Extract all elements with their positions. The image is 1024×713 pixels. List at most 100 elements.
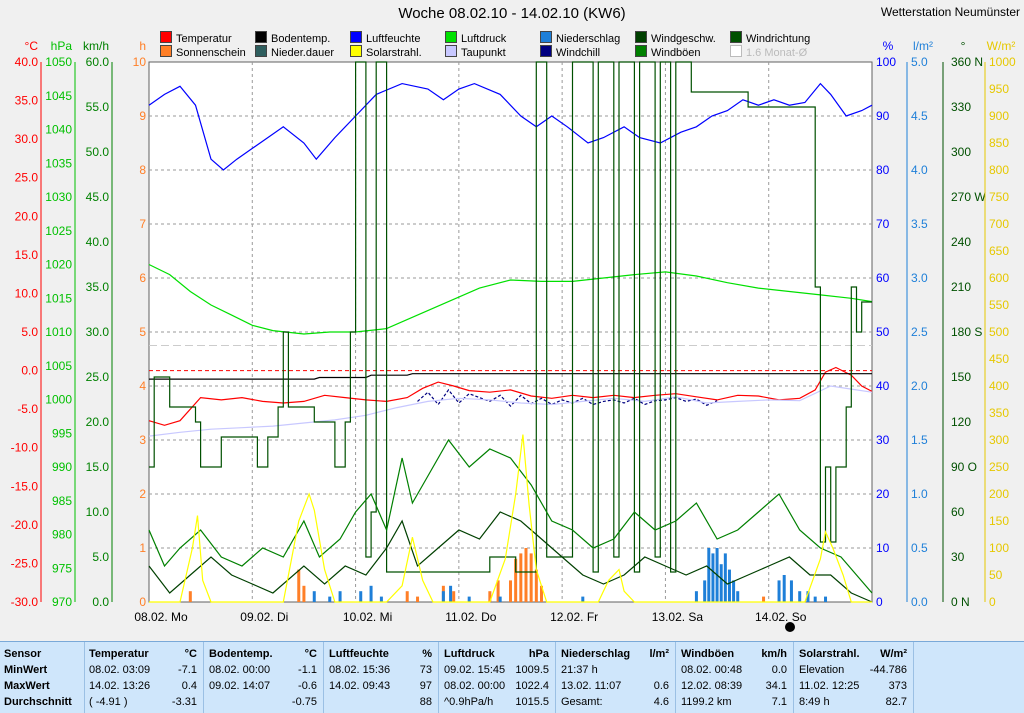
stats-value: 82.7 — [885, 696, 907, 708]
x-tick-label: 09.02. Di — [240, 610, 288, 624]
stats-row: Luftfeuchte% — [329, 648, 432, 664]
bar-niederschlag — [498, 596, 502, 602]
stats-value: -0.75 — [291, 696, 317, 708]
bar-niederschlag — [694, 591, 698, 602]
stats-value: °C — [304, 648, 317, 660]
stats-cell: 21:37 h — [561, 664, 598, 676]
tick-label-wind: 5.0 — [92, 550, 109, 564]
legend-swatch — [635, 45, 647, 57]
tick-label-hours: 5 — [139, 325, 146, 339]
stats-column: Windböen km/h 08.02. 00:48 0.0 12.02. 08:39 3… — [677, 642, 794, 713]
legend-swatch — [635, 31, 647, 43]
legend-label: Windrichtung — [746, 33, 811, 45]
tick-label-wind: 55.0 — [86, 100, 110, 114]
tick-label-solar: 50 — [989, 568, 1003, 582]
tick-label-wind: 25.0 — [86, 370, 110, 384]
bar-niederschlag — [789, 580, 793, 602]
stats-cell: 14.02. 13:26 — [89, 680, 151, 692]
bar-niederschlag — [782, 575, 786, 602]
tick-label-solar: 0 — [989, 595, 996, 609]
stats-row: 09.02. 15:45 1009.5 — [444, 664, 549, 680]
weather-chart: 40.035.030.025.020.015.010.05.00.0-5.0-1… — [11, 39, 1016, 632]
stats-row: Bodentemp. °C — [209, 648, 317, 664]
bar-niederschlag — [798, 591, 802, 602]
tick-label-wind: 45.0 — [86, 190, 110, 204]
stats-row: Windböen km/h — [681, 648, 787, 664]
tick-label-direction: 210 — [951, 280, 971, 294]
tick-label-pressure: 1000 — [45, 393, 72, 407]
tick-label-hours: 4 — [139, 379, 146, 393]
tick-label-wind: 60.0 — [86, 55, 110, 69]
tick-label-pressure: 1050 — [45, 55, 72, 69]
legend-item: Sonnenschein — [160, 45, 246, 59]
bar-sonnenschein — [452, 591, 456, 602]
bar-sonnenschein — [488, 591, 492, 602]
tick-label-temp: 5.0 — [21, 325, 38, 339]
stats-cell: Niederschlag — [561, 648, 631, 660]
tick-label-temp: 10.0 — [15, 286, 39, 300]
stats-row: 8:49 h 82.7 — [799, 696, 907, 712]
stats-cell: 14.02. 09:43 — [329, 680, 391, 692]
bar-niederschlag — [824, 596, 828, 602]
tick-label-direction: 90 O — [951, 460, 977, 474]
tick-label-hours: 9 — [139, 109, 146, 123]
stats-cell: ( -4.91 ) — [89, 696, 128, 708]
stats-label-sensor: Sensor — [4, 648, 42, 660]
stats-value: 1022.4 — [515, 680, 549, 692]
stats-cell: Bodentemp. — [209, 648, 273, 660]
tick-label-humidity: 80 — [876, 163, 890, 177]
bar-niederschlag — [719, 564, 723, 602]
bar-niederschlag — [449, 585, 453, 602]
stats-value: 88 — [419, 696, 432, 708]
tick-label-precip: 2.0 — [911, 379, 928, 393]
axis-unit-precip: l/m² — [913, 39, 933, 53]
stats-cell: 09.02. 15:45 — [444, 664, 506, 676]
legend-label: Taupunkt — [461, 47, 506, 59]
tick-label-precip: 0.5 — [911, 541, 928, 555]
stats-row: 1199.2 km 7.1 — [681, 696, 787, 712]
stats-value: km/h — [761, 648, 787, 660]
series-windrichtung — [149, 61, 872, 573]
bar-niederschlag — [467, 596, 471, 602]
tick-label-solar: 150 — [989, 514, 1009, 528]
bar-sonnenschein — [302, 585, 306, 602]
tick-label-direction: 120 — [951, 415, 971, 429]
bar-niederschlag — [312, 591, 316, 602]
bar-niederschlag — [732, 580, 736, 602]
tick-label-hours: 1 — [139, 541, 146, 555]
stats-column: Niederschlag l/m² 21:37 h 13.02. 11:07 0.6 Ge… — [557, 642, 676, 713]
stats-value: 1009.5 — [515, 664, 549, 676]
tick-label-wind: 20.0 — [86, 415, 110, 429]
legend-label: Luftdruck — [461, 33, 507, 45]
tick-label-pressure: 980 — [52, 528, 72, 542]
stats-row: 11.02. 12:25 373 — [799, 680, 907, 696]
tick-label-temp: 25.0 — [15, 171, 39, 185]
bar-sonnenschein — [524, 548, 528, 602]
stats-cell: ^0.9hPa/h — [444, 696, 494, 708]
stats-row: Elevation -44.786 — [799, 664, 907, 680]
stats-label-min: MinWert — [4, 664, 48, 676]
legend-item: Taupunkt — [445, 45, 506, 59]
axis-unit-direction: ° — [961, 39, 966, 53]
stats-cell: Solarstrahl. — [799, 648, 860, 660]
tick-label-pressure: 1035 — [45, 156, 72, 170]
stats-panel: Sensor MinWert MaxWert Durchschnitt Temp… — [0, 641, 1024, 713]
tick-label-solar: 600 — [989, 271, 1009, 285]
stats-cell: 09.02. 14:07 — [209, 680, 271, 692]
tick-label-humidity: 50 — [876, 325, 890, 339]
stats-value: 34.1 — [765, 680, 787, 692]
stats-cell: 08.02. 15:36 — [329, 664, 391, 676]
axis-unit-hours: h — [139, 39, 146, 53]
bar-niederschlag — [328, 596, 332, 602]
legend-item: Luftdruck — [445, 31, 506, 45]
tick-label-precip: 4.5 — [911, 109, 928, 123]
tick-label-pressure: 990 — [52, 460, 72, 474]
axis-unit-temp: °C — [25, 39, 39, 53]
stats-value: % — [422, 648, 432, 660]
tick-label-solar: 500 — [989, 325, 1009, 339]
station-name: Wetterstation Neumünster — [880, 5, 1020, 19]
stats-row: 08.02. 15:36 73 — [329, 664, 432, 680]
stats-row: Niederschlag l/m² — [561, 648, 669, 664]
bar-niederschlag — [727, 569, 731, 602]
bar-sonnenschein — [529, 553, 533, 602]
